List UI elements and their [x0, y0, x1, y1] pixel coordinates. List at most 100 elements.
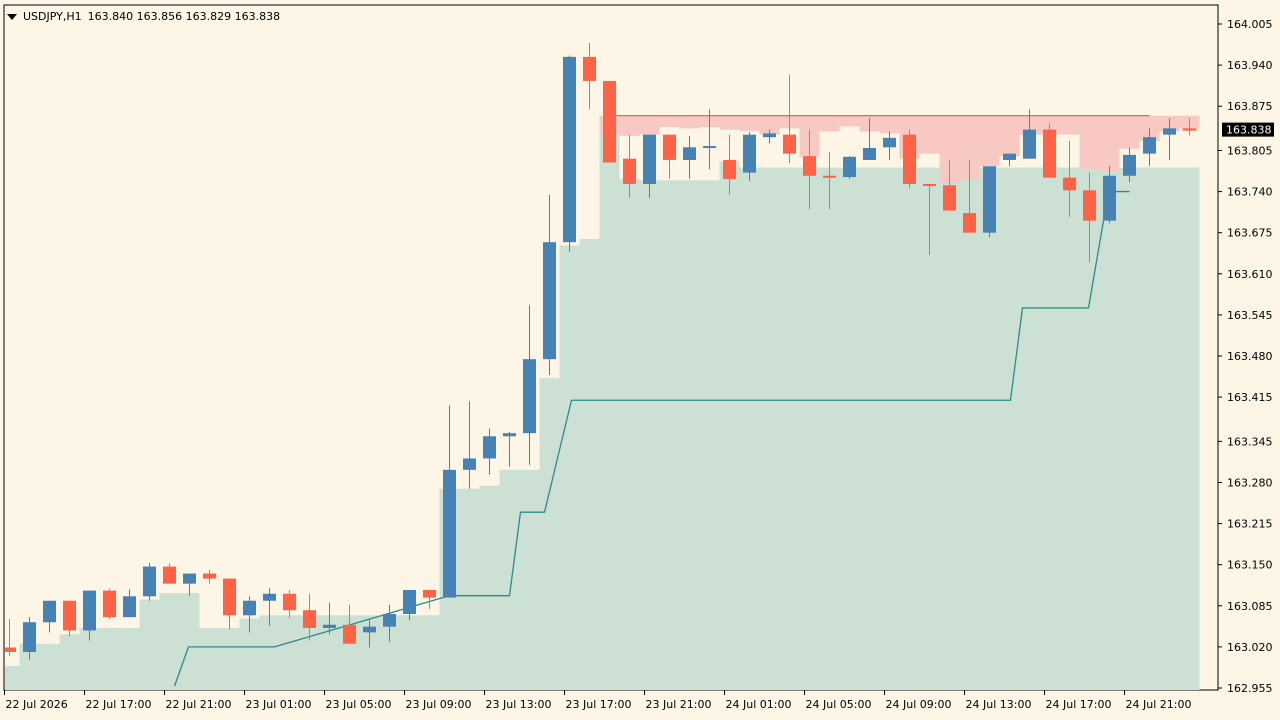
- candle-3: [63, 600, 76, 637]
- y-tick-label: 163.675: [1227, 227, 1273, 240]
- candle-body: [1063, 177, 1076, 191]
- candle-32: [643, 134, 656, 198]
- candle-21: [423, 589, 436, 609]
- x-tick-label: 23 Jul 13:00: [486, 698, 552, 711]
- candle-body: [563, 56, 576, 243]
- x-tick-label: 24 Jul 17:00: [1046, 698, 1112, 711]
- candle-body: [263, 593, 276, 601]
- candle-body: [703, 146, 716, 149]
- candle-49: [983, 166, 996, 238]
- candle-56: [1123, 147, 1136, 183]
- candle-body: [643, 134, 656, 184]
- candle-54: [1083, 172, 1096, 263]
- candle-body: [1123, 154, 1136, 176]
- candle-43: [863, 118, 876, 160]
- x-tick-label: 23 Jul 05:00: [326, 698, 392, 711]
- ohlc-low: 163.829: [185, 9, 232, 23]
- y-tick-label: 163.415: [1227, 391, 1273, 404]
- y-tick-label: 163.940: [1227, 59, 1273, 72]
- candle-body: [943, 185, 956, 211]
- x-tick-label: 24 Jul 13:00: [966, 698, 1032, 711]
- candle-body: [803, 156, 816, 176]
- candle-12: [243, 596, 256, 633]
- plot-content: [5, 42, 1200, 690]
- candle-body: [283, 593, 296, 611]
- candle-9: [183, 573, 196, 596]
- candle-38: [763, 129, 776, 144]
- candle-body: [63, 600, 76, 631]
- candle-body: [43, 600, 56, 623]
- candle-body: [303, 610, 316, 628]
- x-tick-label: 23 Jul 09:00: [406, 698, 472, 711]
- candle-body: [863, 147, 876, 160]
- candle-16: [323, 602, 336, 635]
- candle-body: [423, 589, 436, 598]
- candle-53: [1063, 140, 1076, 217]
- current-price-label: 163.838: [1226, 124, 1272, 137]
- candle-5: [103, 588, 116, 620]
- candle-body: [343, 624, 356, 644]
- candle-body: [823, 175, 836, 178]
- candle-13: [263, 588, 276, 627]
- candle-2: [43, 600, 56, 633]
- candle-body: [843, 156, 856, 178]
- candle-57: [1143, 128, 1156, 167]
- candle-body: [923, 183, 936, 186]
- candle-body: [1083, 190, 1096, 221]
- candle-body: [443, 469, 456, 598]
- candle-55: [1103, 166, 1116, 224]
- y-tick-label: 162.955: [1227, 682, 1273, 695]
- candle-body: [523, 359, 536, 434]
- candle-body: [483, 436, 496, 459]
- candle-body: [463, 458, 476, 470]
- candle-58: [1163, 118, 1176, 160]
- x-tick-label: 24 Jul 05:00: [806, 698, 872, 711]
- candle-body: [223, 578, 236, 616]
- candle-body: [1143, 137, 1156, 154]
- candle-37: [743, 132, 756, 181]
- candle-48: [963, 159, 976, 233]
- candle-body: [543, 242, 556, 360]
- candle-body: [243, 600, 256, 616]
- candle-11: [223, 578, 236, 630]
- candle-25: [503, 431, 516, 467]
- x-tick-label: 24 Jul 09:00: [886, 698, 952, 711]
- support-zone: [5, 115, 1200, 690]
- x-tick-label: 23 Jul 17:00: [566, 698, 632, 711]
- y-tick-label: 163.345: [1227, 435, 1273, 448]
- y-tick-label: 163.740: [1227, 186, 1273, 199]
- candle-51: [1023, 109, 1036, 159]
- candle-1: [23, 617, 36, 660]
- candle-34: [683, 135, 696, 179]
- candle-body: [323, 624, 336, 628]
- x-tick-label: 23 Jul 01:00: [246, 698, 312, 711]
- candle-body: [723, 159, 736, 179]
- candle-27: [543, 194, 556, 375]
- candle-40: [803, 129, 816, 210]
- candle-35: [703, 109, 716, 170]
- candle-body: [583, 56, 596, 81]
- candle-body: [1023, 129, 1036, 159]
- candle-30: [603, 80, 616, 163]
- candle-body: [683, 147, 696, 160]
- candle-29: [583, 42, 596, 110]
- candle-body: [203, 573, 216, 579]
- candle-47: [943, 159, 956, 211]
- candle-body: [103, 590, 116, 618]
- dropdown-triangle-icon[interactable]: [7, 13, 17, 20]
- candle-20: [403, 589, 416, 621]
- candle-body: [383, 614, 396, 627]
- candle-7: [143, 562, 156, 601]
- y-tick-label: 163.480: [1227, 350, 1273, 363]
- candle-26: [523, 305, 536, 465]
- candle-body: [163, 566, 176, 584]
- candle-15: [303, 593, 316, 641]
- candle-44: [883, 131, 896, 160]
- symbol-timeframe: USDJPY,H1: [23, 9, 82, 23]
- y-tick-label: 163.610: [1227, 268, 1273, 281]
- candle-body: [763, 133, 776, 138]
- candle-body: [5, 647, 16, 652]
- candle-body: [983, 166, 996, 233]
